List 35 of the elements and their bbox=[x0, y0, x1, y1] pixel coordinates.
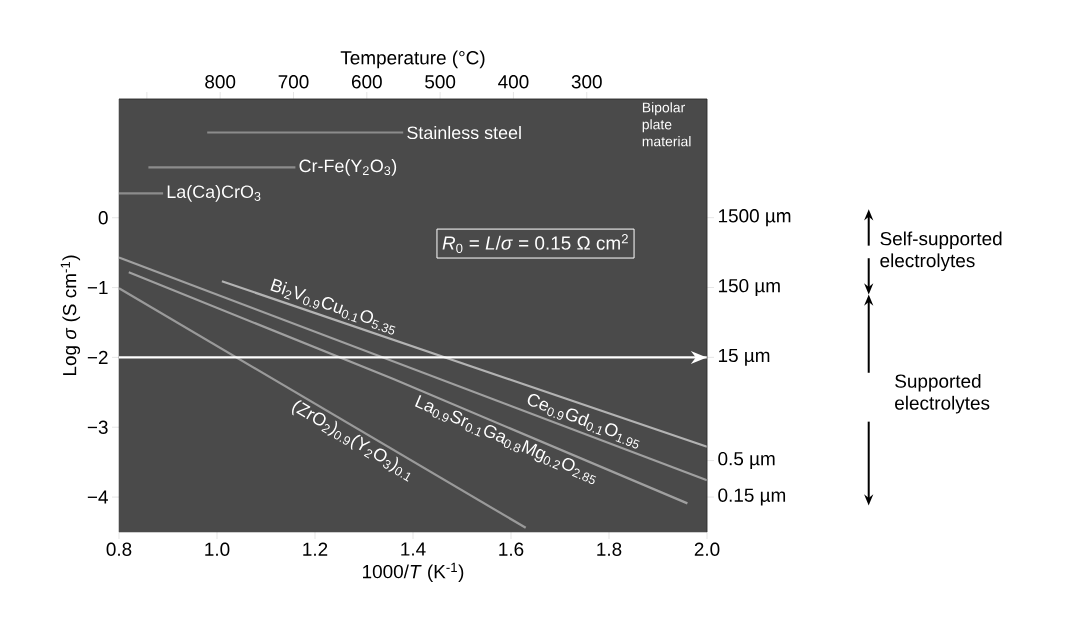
series-label: La(Ca)CrO$_{3}$ bbox=[167, 184, 261, 202]
y2-tick-label: 150 µm bbox=[718, 278, 780, 297]
x2-tick-label: 400 bbox=[498, 75, 529, 89]
x2-axis-title: Temperature (°C) bbox=[340, 50, 485, 69]
annotation: R$_{0}$ = L/σ = 0.15 Ω cm$^{2}$ bbox=[442, 234, 628, 254]
text: Self-supported electrolytes bbox=[880, 231, 1002, 272]
annotation: Bipolar plate material bbox=[642, 102, 691, 147]
x-tick-label: 0.8 bbox=[106, 542, 132, 556]
text: (ZrO$_{2}$)$_{0.9}$(Y$_{2}$O$_{3}$)$_{0.1}$ bbox=[292, 400, 411, 482]
x2-tick-label: 700 bbox=[278, 75, 309, 89]
series-label: Stainless steel bbox=[407, 125, 521, 140]
y2-tick-label: 0.5 µm bbox=[718, 451, 775, 470]
x-tick-label: 1.2 bbox=[303, 542, 328, 556]
y2-tick-label: 1500 µm bbox=[718, 209, 791, 227]
x-tick-label: 1.8 bbox=[597, 542, 622, 556]
y2-tick-label: 0.15 µm bbox=[718, 488, 786, 506]
y-tick-label: −4 bbox=[87, 490, 108, 504]
x2-tick-label: 500 bbox=[425, 75, 456, 89]
x-tick-label: 1.4 bbox=[401, 542, 426, 556]
y-axis-title: Log σ (S cm$^{-1}$) bbox=[60, 255, 81, 376]
x2-tick-label: 600 bbox=[351, 75, 382, 89]
y-tick-label: −2 bbox=[87, 350, 108, 365]
y2-tick-label: 15 µm bbox=[718, 348, 770, 366]
x-axis-title: 1000/T (K$^{-1}$) bbox=[363, 562, 464, 583]
y-tick-label: −1 bbox=[87, 281, 108, 295]
x-tick-label: 1.6 bbox=[499, 542, 524, 556]
x2-tick-label: 300 bbox=[571, 75, 602, 89]
series-label: Cr-Fe(Y$_{2}$O$_{3}$) bbox=[299, 159, 397, 176]
x2-tick-label: 800 bbox=[205, 75, 236, 89]
y-tick-label: 0 bbox=[98, 211, 108, 225]
y-tick-label: −3 bbox=[87, 420, 108, 434]
x-tick-label: 1.0 bbox=[205, 542, 230, 556]
text: Bi$_{2}$V$_{0.9}$Cu$_{0.1}$O$_{5.35}$ bbox=[270, 278, 396, 335]
text: Supported electrolytes bbox=[895, 373, 990, 414]
x-tick-label: 2.0 bbox=[694, 542, 720, 556]
